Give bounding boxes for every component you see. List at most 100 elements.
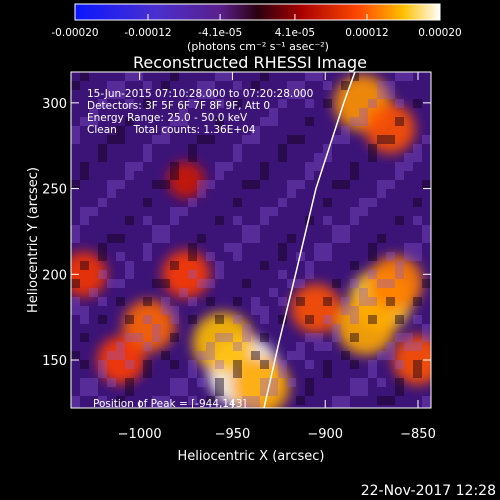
- heatmap-cell: [323, 198, 332, 207]
- heatmap-cell: [305, 360, 314, 369]
- heatmap-blob: [290, 283, 341, 334]
- y-tick-label: 300: [42, 97, 67, 112]
- heatmap-cell: [332, 180, 341, 189]
- heatmap-cell: [350, 261, 359, 270]
- heatmap-cell: [368, 153, 377, 162]
- heatmap-cell: [125, 387, 134, 396]
- heatmap-cell: [233, 297, 242, 306]
- heatmap-cell: [350, 306, 359, 315]
- heatmap-cell: [260, 207, 269, 216]
- heatmap-cell: [404, 333, 413, 342]
- heatmap-cell: [143, 243, 152, 252]
- heatmap-cell: [161, 279, 170, 288]
- heatmap-cell: [80, 216, 89, 225]
- heatmap-cell: [161, 297, 170, 306]
- heatmap-cell: [233, 342, 242, 351]
- heatmap-cell: [98, 252, 107, 261]
- heatmap-cell: [260, 360, 269, 369]
- heatmap-cell: [305, 162, 314, 171]
- heatmap-cell: [80, 162, 89, 171]
- heatmap-cell: [278, 297, 287, 306]
- heatmap-cell: [350, 216, 359, 225]
- heatmap-cell: [422, 279, 431, 288]
- heatmap-cell: [143, 315, 152, 324]
- heatmap-cell: [107, 234, 116, 243]
- heatmap-cell: [89, 207, 98, 216]
- heatmap-cell: [134, 333, 143, 342]
- heatmap-cell: [377, 378, 386, 387]
- annotation-time-range: 15-Jun-2015 07:10:28.000 to 07:20:28.000: [87, 88, 313, 100]
- heatmap-cell: [386, 81, 395, 90]
- heatmap-cell: [116, 351, 125, 360]
- heatmap-cell: [341, 126, 350, 135]
- heatmap-cell: [71, 306, 80, 315]
- heatmap-cell: [224, 72, 233, 81]
- heatmap-cell: [422, 333, 431, 342]
- heatmap-cell: [233, 369, 242, 378]
- heatmap-cell: [368, 144, 377, 153]
- heatmap-cell: [107, 351, 116, 360]
- heatmap-cell: [125, 117, 134, 126]
- heatmap-cell: [323, 99, 332, 108]
- heatmap-cell: [224, 333, 233, 342]
- heatmap-cell: [179, 207, 188, 216]
- heatmap-cell: [359, 207, 368, 216]
- heatmap-cell: [251, 126, 260, 135]
- heatmap-cell: [188, 198, 197, 207]
- heatmap-cell: [323, 144, 332, 153]
- heatmap-cell: [368, 315, 377, 324]
- heatmap-cell: [296, 351, 305, 360]
- heatmap-cell: [404, 252, 413, 261]
- heatmap-cell: [296, 90, 305, 99]
- heatmap-cell: [206, 252, 215, 261]
- heatmap-cell: [197, 135, 206, 144]
- heatmap-cell: [143, 99, 152, 108]
- heatmap-cell: [233, 216, 242, 225]
- heatmap-cell: [377, 279, 386, 288]
- heatmap-cell: [188, 153, 197, 162]
- heatmap-cell: [197, 90, 206, 99]
- heatmap-cell: [287, 81, 296, 90]
- heatmap-cell: [125, 315, 134, 324]
- plot-frame: [70, 71, 432, 409]
- heatmap-cell: [323, 81, 332, 90]
- heatmap-cell: [269, 387, 278, 396]
- heatmap-cell: [278, 315, 287, 324]
- heatmap-cell: [125, 171, 134, 180]
- heatmap-cell: [305, 216, 314, 225]
- heatmap-cell: [215, 99, 224, 108]
- heatmap-cell: [98, 270, 107, 279]
- heatmap-cell: [242, 279, 251, 288]
- heatmap-cell: [350, 360, 359, 369]
- heatmap-blob: [162, 250, 210, 299]
- heatmap-cell: [413, 360, 422, 369]
- heatmap-cell: [197, 189, 206, 198]
- heatmap-cell: [179, 387, 188, 396]
- heatmap-cell: [395, 261, 404, 270]
- heatmap-cell: [323, 153, 332, 162]
- heatmap-cell: [125, 261, 134, 270]
- y-tick-label: 200: [42, 268, 67, 283]
- heatmap-cell: [125, 270, 134, 279]
- heatmap-cell: [395, 360, 404, 369]
- x-axis-label: Heliocentric X (arcsec): [178, 449, 325, 464]
- heatmap-cell: [143, 81, 152, 90]
- x-tick-label: −1000: [118, 427, 162, 442]
- heatmap-cell: [278, 243, 287, 252]
- heatmap-cell: [98, 99, 107, 108]
- heatmap-cell: [80, 72, 89, 81]
- heatmap-cell: [260, 261, 269, 270]
- heatmap-cell: [368, 198, 377, 207]
- heatmap-cell: [206, 81, 215, 90]
- heatmap-cell: [323, 252, 332, 261]
- heatmap-cell: [170, 72, 179, 81]
- heatmap-cell: [197, 234, 206, 243]
- heatmap-texture: [71, 72, 431, 408]
- heatmap-cell: [251, 306, 260, 315]
- heatmap-cell: [215, 333, 224, 342]
- heatmap-cell: [116, 342, 125, 351]
- heatmap-cell: [251, 225, 260, 234]
- heatmap-cell: [224, 243, 233, 252]
- heatmap-cell: [350, 315, 359, 324]
